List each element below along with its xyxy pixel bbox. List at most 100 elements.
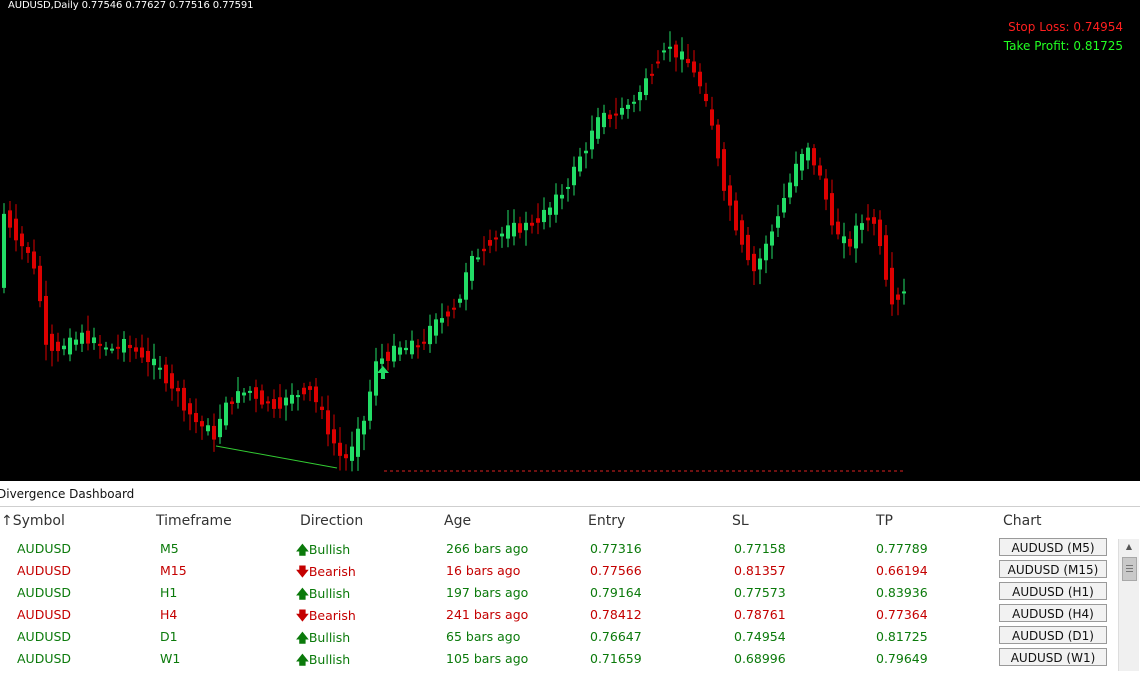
- candle-body: [464, 272, 468, 300]
- candle-body: [164, 364, 168, 384]
- candle-body: [866, 217, 870, 221]
- candle-body: [530, 222, 534, 226]
- candle-body: [716, 124, 720, 159]
- candle-body: [794, 163, 798, 187]
- candle-body: [434, 319, 438, 336]
- candle-body: [386, 351, 390, 361]
- candle-body: [596, 117, 600, 139]
- column-header-tp[interactable]: TP: [876, 513, 893, 529]
- open-chart-button[interactable]: AUDUSD (H4): [999, 604, 1107, 622]
- candle-body: [374, 361, 378, 396]
- candle-body: [704, 93, 708, 102]
- candle-body: [632, 101, 636, 104]
- candle-body: [50, 333, 54, 351]
- row-timeframe: M5: [160, 541, 179, 556]
- table-row: AUDUSD W1 105 bars ago 0.71659 0.68996 0.7964…: [0, 648, 1115, 671]
- candle-body: [452, 307, 456, 310]
- candle-body: [296, 395, 300, 398]
- price-chart[interactable]: AUDUSD,Daily 0.77546 0.77627 0.77516 0.7…: [0, 0, 1140, 481]
- candle-body: [8, 210, 12, 228]
- candle-body: [98, 343, 102, 346]
- open-chart-button[interactable]: AUDUSD (D1): [999, 626, 1107, 644]
- dashboard-divider: [0, 506, 1140, 507]
- candle-body: [470, 255, 474, 281]
- row-tp: 0.83936: [876, 585, 928, 600]
- row-entry: 0.77316: [590, 541, 642, 556]
- candle-body: [440, 318, 444, 323]
- column-header-symbol[interactable]: ↑Symbol: [1, 513, 65, 529]
- open-chart-button[interactable]: AUDUSD (H1): [999, 582, 1107, 600]
- candle-body: [554, 194, 558, 215]
- candle-body: [254, 387, 258, 399]
- row-entry: 0.79164: [590, 585, 642, 600]
- row-entry: 0.76647: [590, 629, 642, 644]
- candle-body: [896, 294, 900, 300]
- row-tp: 0.79649: [876, 651, 928, 666]
- candle-body: [476, 257, 480, 260]
- scroll-thumb[interactable]: [1122, 557, 1137, 581]
- candle-body: [800, 153, 804, 171]
- candle-body: [770, 231, 774, 246]
- candle-body: [590, 130, 594, 150]
- candle-body: [158, 367, 162, 370]
- open-chart-button[interactable]: AUDUSD (W1): [999, 648, 1107, 666]
- candle-body: [398, 347, 402, 355]
- candle-body: [44, 295, 48, 345]
- candle-body: [206, 425, 210, 432]
- candle-body: [842, 236, 846, 244]
- candlestick-chart[interactable]: [0, 0, 1140, 481]
- sort-arrow-icon: ↑: [1, 513, 13, 529]
- candle-body: [62, 345, 66, 350]
- candle-body: [662, 50, 666, 53]
- candle-body: [410, 340, 414, 355]
- candle-body: [92, 337, 96, 344]
- candle-body: [506, 225, 510, 239]
- candle-body: [734, 200, 738, 231]
- row-sl: 0.74954: [734, 629, 786, 644]
- candle-body: [248, 390, 252, 393]
- candle-body: [188, 403, 192, 415]
- column-header-age[interactable]: Age: [444, 513, 472, 529]
- candle-body: [86, 330, 90, 344]
- row-age: 241 bars ago: [446, 607, 529, 622]
- row-sl: 0.78761: [734, 607, 786, 622]
- candle-body: [482, 248, 486, 252]
- candle-body: [68, 337, 72, 355]
- candle-body: [872, 217, 876, 224]
- candle-body: [884, 235, 888, 280]
- candle-body: [350, 446, 354, 461]
- row-timeframe: H4: [160, 607, 178, 622]
- candle-body: [272, 399, 276, 409]
- row-timeframe: M15: [160, 563, 187, 578]
- column-header-direction[interactable]: Direction: [300, 513, 364, 529]
- candle-body: [308, 386, 312, 390]
- open-chart-button[interactable]: AUDUSD (M5): [999, 538, 1107, 556]
- candle-body: [836, 221, 840, 235]
- candle-body: [776, 216, 780, 228]
- take-profit-label: Take Profit: 0.81725: [1003, 39, 1123, 53]
- row-sl: 0.77573: [734, 585, 786, 600]
- candle-body: [368, 391, 372, 421]
- candle-body: [200, 421, 204, 427]
- candle-body: [512, 222, 516, 237]
- row-symbol: AUDUSD: [17, 585, 72, 600]
- row-direction: 🡇Bearish: [296, 564, 356, 579]
- candle-body: [176, 387, 180, 392]
- candle-body: [170, 373, 174, 389]
- open-chart-button[interactable]: AUDUSD (M15): [999, 560, 1107, 578]
- column-header-entry[interactable]: Entry: [588, 513, 626, 529]
- table-scrollbar[interactable]: ▲: [1118, 539, 1139, 671]
- row-age: 266 bars ago: [446, 541, 529, 556]
- column-header-timeframe[interactable]: Timeframe: [156, 513, 232, 529]
- scroll-up-icon[interactable]: ▲: [1125, 542, 1133, 551]
- candle-body: [740, 220, 744, 245]
- candle-body: [122, 338, 126, 353]
- row-tp: 0.77364: [876, 607, 928, 622]
- row-entry: 0.71659: [590, 651, 642, 666]
- candle-body: [404, 347, 408, 351]
- candle-body: [314, 386, 318, 403]
- row-symbol: AUDUSD: [17, 541, 72, 556]
- candle-body: [278, 397, 282, 409]
- column-header-sl[interactable]: SL: [732, 513, 749, 529]
- table-row: AUDUSD D1 65 bars ago 0.76647 0.74954 0.81725…: [0, 626, 1115, 649]
